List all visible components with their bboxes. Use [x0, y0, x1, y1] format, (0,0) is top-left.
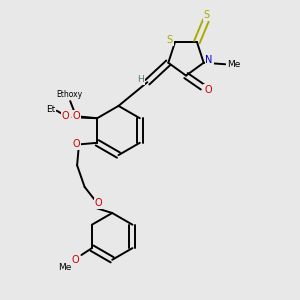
Text: O: O — [204, 85, 212, 95]
Text: H: H — [137, 75, 144, 84]
Text: O: O — [72, 111, 80, 121]
Text: Ethoxy: Ethoxy — [56, 90, 83, 99]
Text: O: O — [62, 111, 70, 121]
Text: Me: Me — [58, 262, 72, 272]
Text: N: N — [206, 55, 213, 65]
Text: O: O — [72, 139, 80, 149]
Text: S: S — [167, 35, 173, 46]
Text: Et: Et — [46, 105, 55, 114]
Text: Me: Me — [227, 60, 240, 69]
Text: O: O — [72, 255, 79, 265]
Text: O: O — [95, 198, 103, 208]
Text: S: S — [203, 10, 210, 20]
